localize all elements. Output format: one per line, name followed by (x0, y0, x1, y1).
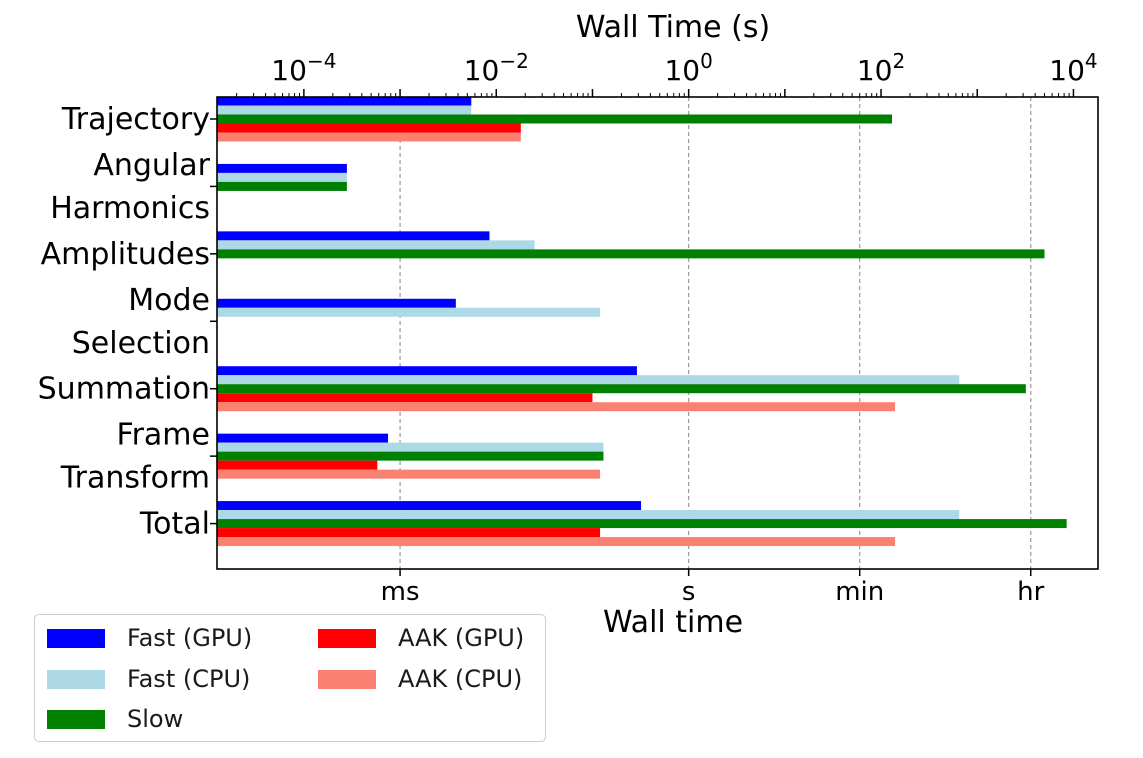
top-tick-label: 104 (1049, 49, 1097, 87)
top-tick-label: 10−2 (464, 49, 529, 87)
y-axis: Trajectory Angular Harmonics Amplitudes Mode… (38, 102, 217, 542)
gridlines (399, 97, 1032, 569)
bar-fast-cpu-total (217, 510, 960, 520)
bars (217, 96, 1067, 547)
bar-fast-cpu-mode-selection (217, 307, 601, 317)
bar-slow-angular-harmonics (217, 181, 347, 191)
bar-slow-summation (217, 384, 1026, 394)
top-axis: 10−4 10−2 100 102 104 (236, 49, 1098, 97)
category-label: Harmonics (50, 191, 210, 226)
top-tick-exponent: 2 (893, 49, 906, 73)
top-tick-base: 10 (271, 54, 307, 87)
top-tick-label: 100 (664, 49, 712, 87)
bar-slow-trajectory (217, 114, 893, 124)
legend-swatch (47, 669, 105, 689)
legend-swatch (318, 669, 376, 689)
bottom-tick-label: ms (381, 577, 420, 607)
bar-slow-frame-transform (217, 451, 604, 461)
bar-fast-cpu-trajectory (217, 105, 472, 115)
bar-aak-cpu-summation (217, 402, 896, 412)
bar-aak-cpu-frame-transform (217, 469, 601, 479)
bar-aak-gpu-trajectory (217, 123, 521, 133)
legend: Fast (GPU) Fast (CPU) Slow AAK (GPU) AAK (CP… (34, 614, 546, 742)
category-label: Mode (128, 283, 210, 318)
legend-item: AAK (CPU) (318, 664, 522, 694)
category-label: Selection (72, 326, 210, 361)
top-tick-exponent: −4 (307, 49, 336, 73)
bar-fast-cpu-amplitudes (217, 240, 535, 250)
bar-fast-cpu-summation (217, 375, 960, 385)
category-label: Angular (93, 148, 210, 183)
top-tick-base: 10 (1049, 54, 1085, 87)
legend-item: Fast (GPU) (47, 623, 252, 653)
top-tick-label: 10−4 (271, 49, 336, 87)
bar-aak-gpu-total (217, 528, 601, 538)
category-label: Summation (38, 372, 210, 407)
legend-label: Fast (GPU) (127, 624, 253, 652)
bar-fast-gpu-mode-selection (217, 298, 456, 308)
legend-swatch (47, 628, 105, 648)
legend-item: Slow (47, 704, 183, 734)
bottom-tick-label: hr (1017, 577, 1044, 607)
bar-fast-cpu-angular-harmonics (217, 172, 347, 182)
legend-label: Slow (127, 705, 184, 733)
bar-fast-gpu-frame-transform (217, 433, 389, 443)
legend-item: Fast (CPU) (47, 664, 250, 694)
category-label: Frame (117, 418, 210, 453)
plot-frame (216, 96, 1099, 570)
bar-fast-cpu-frame-transform (217, 442, 604, 452)
category-label: Transform (60, 461, 210, 496)
legend-label: AAK (GPU) (398, 624, 525, 652)
x-axis-title: Wall time (603, 605, 743, 640)
bar-fast-gpu-summation (217, 366, 637, 376)
legend-item: AAK (GPU) (318, 623, 524, 653)
top-tick-base: 10 (664, 54, 700, 87)
bar-slow-amplitudes (217, 249, 1045, 259)
top-tick-exponent: −2 (499, 49, 528, 73)
bottom-axis: ms s min hr (381, 569, 1045, 607)
legend-label: Fast (CPU) (127, 665, 251, 693)
category-label: Trajectory (61, 102, 210, 137)
top-tick-base: 10 (857, 54, 893, 87)
category-label: Amplitudes (41, 237, 210, 272)
bottom-tick-label: s (682, 577, 696, 607)
bar-aak-cpu-trajectory (217, 132, 521, 142)
bar-slow-total (217, 519, 1067, 529)
top-tick-exponent: 4 (1085, 49, 1098, 73)
bar-aak-gpu-summation (217, 393, 593, 403)
top-axis-title: Wall Time (s) (576, 10, 770, 45)
bar-fast-gpu-total (217, 501, 642, 511)
legend-swatch (47, 709, 105, 729)
top-tick-label: 102 (857, 49, 905, 87)
top-tick-exponent: 0 (700, 49, 713, 73)
bar-fast-gpu-angular-harmonics (217, 163, 347, 173)
bar-fast-gpu-trajectory (217, 96, 472, 106)
category-label: Total (139, 507, 210, 542)
bar-aak-gpu-frame-transform (217, 460, 378, 470)
bar-aak-cpu-total (217, 537, 896, 547)
legend-swatch (318, 628, 376, 648)
bar-fast-gpu-amplitudes (217, 231, 490, 241)
legend-label: AAK (CPU) (398, 665, 523, 693)
bottom-tick-label: min (835, 577, 884, 607)
top-tick-base: 10 (464, 54, 500, 87)
